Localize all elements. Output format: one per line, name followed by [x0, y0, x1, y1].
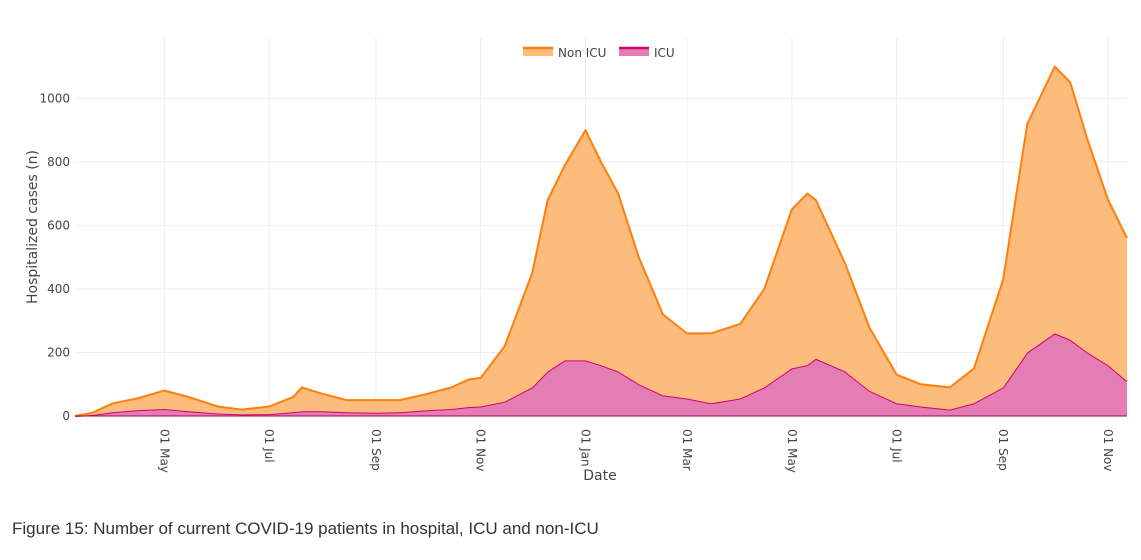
x-tick-label: 01 Jul	[262, 429, 276, 463]
legend-item-non-icu[interactable]: Non ICU	[523, 46, 606, 60]
x-tick-label: 01 May	[157, 429, 171, 473]
x-tick-label: 01 Sep	[369, 429, 383, 471]
line-non-icu	[74, 65, 1128, 417]
x-tick-label: 01 Jan	[579, 429, 593, 467]
y-tick-label: 400	[47, 282, 70, 296]
x-tick-label: 01 May	[785, 429, 799, 473]
y-tick-label: 1000	[39, 91, 70, 105]
x-tick-label: 01 Nov	[1101, 429, 1115, 472]
x-tick-label: 01 Mar	[680, 429, 694, 471]
legend-label-non-icu: Non ICU	[558, 46, 606, 60]
legend: Non ICU ICU	[523, 46, 675, 60]
x-axis-title: Date	[583, 468, 616, 484]
y-tick-label: 200	[47, 345, 70, 359]
area-icu	[75, 333, 1127, 416]
y-axis-ticks: 0 200 400 600 800 1000	[39, 91, 70, 423]
legend-item-icu[interactable]: ICU	[619, 46, 675, 60]
x-axis-ticks: 01 May 01 Jul 01 Sep 01 Nov 01 Jan 01 Mar 01 M…	[157, 429, 1115, 473]
x-tick-label: 01 Sep	[996, 429, 1010, 471]
y-axis-title: Hospitalized cases (n)	[25, 150, 41, 304]
chart: 0 200 400 600 800 1000 01 May 01 Jul 01 Sep 01 N…	[25, 38, 1128, 484]
y-tick-label: 0	[62, 409, 70, 423]
y-tick-label: 800	[47, 155, 70, 169]
figure-caption: Figure 15: Number of current COVID-19 pa…	[12, 519, 599, 538]
legend-label-icu: ICU	[654, 46, 675, 60]
y-tick-label: 600	[47, 218, 70, 232]
area-non-icu	[75, 66, 1127, 416]
x-tick-label: 01 Nov	[474, 429, 488, 472]
areas	[74, 65, 1128, 417]
x-tick-label: 01 Jul	[890, 429, 904, 463]
